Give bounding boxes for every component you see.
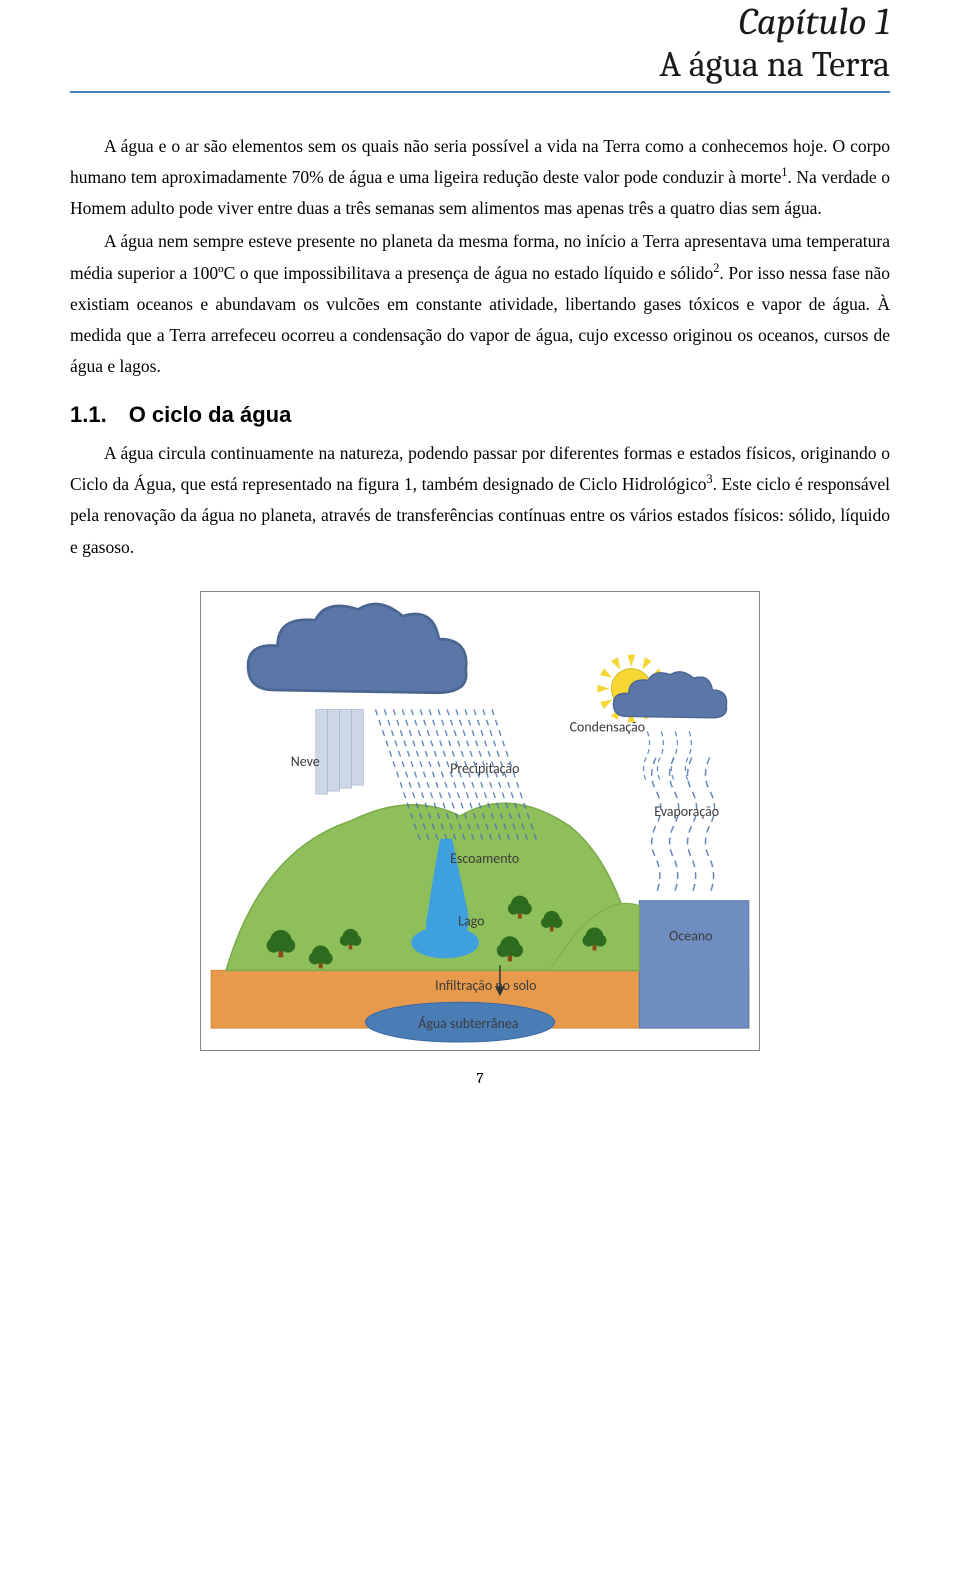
section-title: O ciclo da água (129, 402, 292, 427)
section-body: A água circula continuamente na natureza… (70, 438, 890, 563)
svg-text:Neve: Neve (291, 753, 320, 770)
body-text: A água e o ar são elementos sem os quais… (70, 131, 890, 382)
svg-text:Condensação: Condensação (570, 718, 646, 735)
section-heading: 1.1. O ciclo da água (70, 402, 890, 428)
paragraph-1: A água e o ar são elementos sem os quais… (70, 131, 890, 224)
page-number: 7 (70, 1069, 890, 1087)
water-cycle-diagram: Neve Condensação Precipitação Evaporação Esc… (200, 591, 760, 1051)
chapter-header: Capítulo 1 A água na Terra (70, 0, 890, 93)
chapter-number: Capítulo 1 (70, 0, 890, 44)
section-number: 1.1. (70, 402, 107, 427)
chapter-title: A água na Terra (70, 44, 890, 85)
svg-text:Água subterrânea: Água subterrânea (418, 1015, 518, 1032)
svg-text:Evaporação: Evaporação (654, 803, 719, 820)
svg-text:Lago: Lago (458, 912, 484, 929)
svg-text:Oceano: Oceano (669, 927, 712, 944)
svg-text:Escoamento: Escoamento (450, 850, 519, 867)
svg-text:Precipitação: Precipitação (450, 760, 519, 777)
paragraph-3: A água circula continuamente na natureza… (70, 438, 890, 563)
svg-text:Infiltração no solo: Infiltração no solo (435, 977, 536, 994)
paragraph-2: A água nem sempre esteve presente no pla… (70, 226, 890, 382)
figure-container: Neve Condensação Precipitação Evaporação Esc… (70, 591, 890, 1051)
